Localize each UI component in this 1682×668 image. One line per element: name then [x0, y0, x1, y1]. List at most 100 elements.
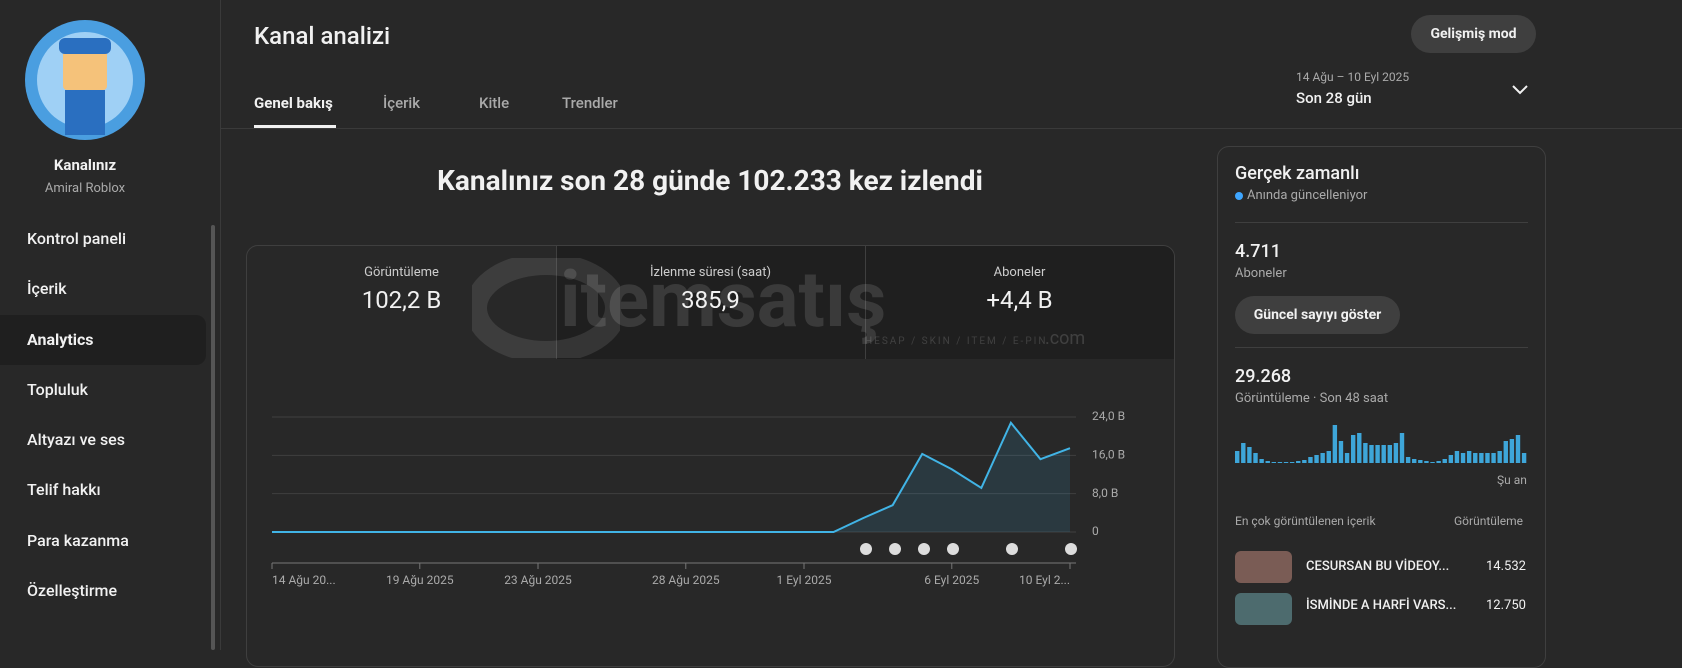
bar	[1363, 443, 1368, 463]
bar	[1326, 451, 1331, 463]
bar	[1283, 462, 1289, 463]
period[interactable]: Son 28 gün	[1296, 89, 1372, 107]
channel-label: Kanalınız	[53, 156, 117, 174]
nav-item[interactable]: Para kazanma	[27, 531, 129, 550]
live-dot	[1235, 192, 1243, 200]
bar	[1332, 425, 1338, 463]
nav-item[interactable]: Kontrol paneli	[27, 229, 127, 248]
bar	[1296, 461, 1301, 463]
bar	[1479, 453, 1484, 463]
bar	[1473, 453, 1478, 463]
bar	[1424, 461, 1429, 463]
subscriber-label: Aboneler	[1235, 266, 1287, 281]
top-content-label: En çok görüntülenen içerik	[1235, 514, 1376, 528]
thumbnail[interactable]	[1235, 551, 1292, 583]
metric-label[interactable]: Aboneler	[993, 265, 1046, 280]
bar	[1271, 462, 1277, 463]
bar	[1509, 439, 1515, 463]
bar	[1436, 461, 1441, 463]
metric-label[interactable]: İzlenme süresi (saat)	[650, 265, 771, 280]
bar	[1460, 453, 1466, 463]
x-tick-label: 6 Eyl 2025	[924, 573, 979, 587]
realtime-status: Anında güncelleniyor	[1247, 188, 1368, 203]
content-title[interactable]: İSMİNDE A HARFİ VARS...	[1306, 598, 1457, 613]
bar	[1405, 457, 1411, 463]
header-divider	[221, 128, 1682, 129]
headline: Kanalınız son 28 günde 102.233 kez izlen…	[437, 164, 983, 197]
metric-label[interactable]: Görüntüleme	[364, 265, 439, 280]
divider	[556, 246, 557, 359]
date-range[interactable]: 14 Ağu – 10 Eyl 2025	[1296, 70, 1410, 84]
content-views: 14.532	[1486, 559, 1526, 574]
shorts-icon	[947, 543, 959, 555]
nav-item[interactable]: Telif hakkı	[27, 480, 101, 499]
x-tick-label: 23 Ağu 2025	[504, 573, 572, 587]
dropdown-chevron[interactable]	[1510, 82, 1530, 98]
subscriber-count: 4.711	[1235, 241, 1281, 262]
views-count: 29.268	[1235, 366, 1292, 387]
shorts-icon	[1065, 543, 1077, 555]
nav-item[interactable]: Analytics	[27, 330, 94, 349]
bar	[1442, 459, 1447, 463]
metric-value: +4,4 B	[986, 286, 1053, 314]
bar	[1381, 445, 1386, 463]
views-label: Görüntüleme · Son 48 saat	[1235, 391, 1389, 406]
tab[interactable]: Genel bakış	[254, 94, 333, 112]
bar	[1253, 453, 1258, 463]
now-label: Şu an	[1497, 473, 1527, 487]
bar	[1369, 445, 1374, 463]
bar	[1503, 441, 1508, 463]
bar	[1314, 455, 1319, 463]
x-tick-label: 28 Ağu 2025	[652, 573, 720, 587]
bar	[1418, 460, 1423, 463]
y-tick-label: 16,0 B	[1092, 448, 1125, 462]
tab[interactable]: İçerik	[383, 94, 421, 112]
top-content-metric: Görüntüleme	[1454, 514, 1524, 528]
bar	[1338, 441, 1344, 463]
realtime-title: Gerçek zamanlı	[1235, 163, 1360, 184]
nav-item[interactable]: Özelleştirme	[27, 581, 118, 600]
nav-item[interactable]: İçerik	[27, 279, 67, 298]
content-views: 12.750	[1486, 598, 1526, 613]
divider	[1235, 347, 1528, 348]
bar	[1393, 443, 1399, 463]
bar	[1521, 453, 1527, 463]
thumbnail[interactable]	[1235, 593, 1292, 625]
watermark-suffix: .com	[1045, 328, 1086, 349]
nav-item[interactable]: Topluluk	[27, 380, 89, 399]
advanced-mode-button[interactable]: Gelişmiş mod	[1411, 15, 1536, 53]
bar	[1320, 453, 1325, 463]
scrollbar[interactable]	[211, 225, 215, 650]
bar	[1448, 455, 1454, 463]
bar	[1387, 445, 1392, 463]
bar	[1485, 453, 1490, 463]
show-count-button[interactable]: Güncel sayıyı göster	[1235, 296, 1400, 334]
content-title[interactable]: CESURSAN BU VİDEOY...	[1306, 559, 1450, 574]
divider	[865, 246, 866, 359]
bar	[1466, 451, 1472, 463]
bar	[1350, 435, 1356, 463]
watermark-tagline: HESAP / SKIN / ITEM / E-PIN	[865, 336, 1048, 347]
page-title: Kanal analizi	[254, 22, 391, 50]
avatar	[25, 20, 145, 140]
y-tick-label: 8,0 B	[1092, 486, 1118, 500]
channel-name: Amiral Roblox	[44, 181, 126, 196]
tab[interactable]: Kitle	[479, 94, 510, 112]
shorts-icon	[860, 543, 872, 555]
bar	[1235, 451, 1240, 463]
bar	[1375, 445, 1380, 463]
bar	[1265, 461, 1270, 463]
bar	[1515, 435, 1521, 463]
bar	[1344, 453, 1350, 463]
bar	[1399, 433, 1405, 463]
x-tick-label: 1 Eyl 2025	[777, 573, 832, 587]
bar	[1497, 451, 1502, 463]
x-tick-label: 14 Ağu 20...	[272, 573, 336, 587]
shorts-icon	[889, 543, 901, 555]
bar	[1491, 453, 1496, 463]
bar	[1289, 462, 1295, 463]
line	[272, 420, 1071, 533]
y-tick-label: 0	[1092, 524, 1099, 538]
tab[interactable]: Trendler	[562, 94, 618, 112]
nav-item[interactable]: Altyazı ve ses	[27, 430, 125, 449]
